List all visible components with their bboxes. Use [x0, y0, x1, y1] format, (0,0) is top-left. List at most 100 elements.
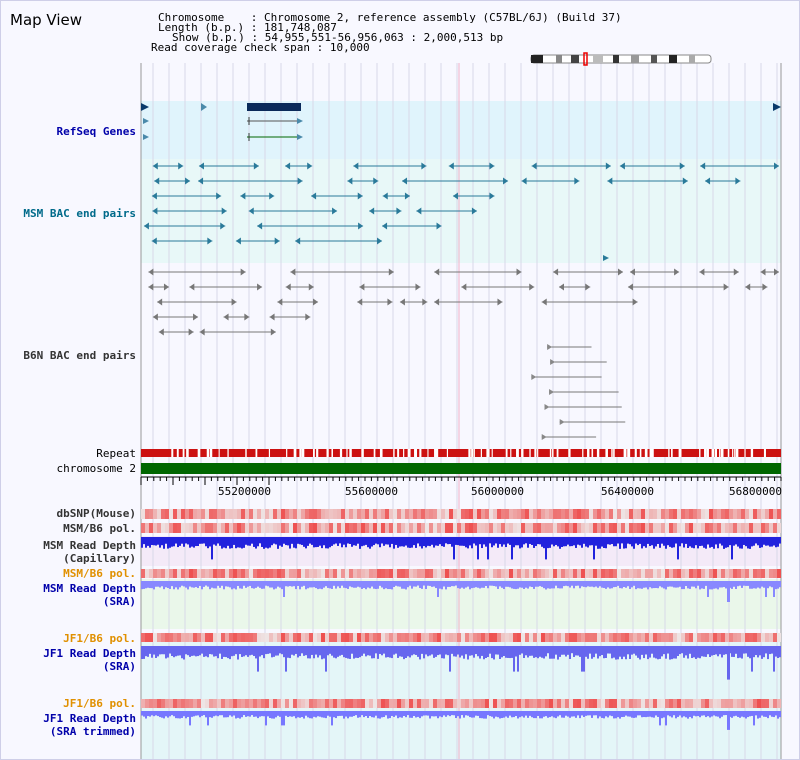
read-depth-bar [315, 711, 317, 718]
track-label-jf1-read-depth-sra[interactable]: JF1 Read Depth (SRA) [1, 647, 136, 673]
read-depth-bar [685, 581, 687, 587]
polymorphism-cell [581, 633, 585, 642]
repeat-gap [720, 449, 724, 457]
msm-bac-end [353, 162, 359, 170]
polymorphism-cell [485, 523, 489, 533]
polymorphism-cell [617, 569, 621, 578]
track-label-jf1-read-depth-trimmed[interactable]: JF1 Read Depth (SRA trimmed) [1, 712, 136, 738]
read-depth-bar [615, 711, 617, 719]
read-depth-bar [155, 711, 157, 716]
polymorphism-cell [209, 569, 213, 578]
read-depth-bar [359, 646, 361, 658]
read-depth-bar [307, 537, 309, 546]
read-depth-bar [213, 711, 215, 717]
polymorphism-cell [713, 569, 717, 578]
read-depth-bar [201, 711, 203, 716]
track-label-repeat[interactable]: Repeat [96, 447, 136, 460]
track-label-msm-read-depth-capillary[interactable]: MSM Read Depth (Capillary) [1, 539, 136, 565]
polymorphism-cell [333, 633, 337, 642]
read-depth-bar [773, 711, 775, 718]
polymorphism-cell [185, 699, 189, 708]
read-depth-bar [535, 537, 537, 547]
read-depth-bar [217, 711, 219, 717]
track-label-jf1-b6-pol-2[interactable]: JF1/B6 pol. [63, 697, 136, 710]
polymorphism-cell [641, 523, 645, 533]
polymorphism-cell [769, 699, 773, 708]
polymorphism-cell [461, 523, 465, 533]
b6n-bac-end [629, 268, 635, 276]
read-depth-bar [419, 537, 421, 547]
read-depth-bar [769, 581, 771, 587]
read-depth-bar [319, 581, 321, 589]
polymorphism-cell [493, 699, 497, 708]
polymorphism-cell [529, 509, 533, 519]
read-depth-bar [681, 711, 683, 718]
read-depth-bar [567, 646, 569, 655]
chromosome-info: Chromosome : Chromosome 2, reference ass… [158, 11, 622, 24]
read-depth-bar [345, 537, 347, 548]
read-depth-bar [649, 581, 651, 588]
read-depth-bar [331, 537, 333, 546]
polymorphism-cell [593, 569, 597, 578]
read-depth-bar [731, 711, 733, 718]
read-depth-bar [653, 646, 655, 658]
read-depth-bar [423, 537, 425, 547]
read-depth-bar [191, 711, 193, 717]
polymorphism-cell [257, 633, 261, 642]
read-depth-bar [509, 581, 511, 588]
read-depth-bar [509, 711, 511, 716]
polymorphism-cell [557, 633, 561, 642]
track-label-msm-b6-pol-2[interactable]: MSM/B6 pol. [63, 567, 136, 580]
track-label-msm-read-depth-sra[interactable]: MSM Read Depth (SRA) [1, 582, 136, 608]
read-depth-bar [207, 581, 209, 587]
read-depth-bar [587, 581, 589, 587]
polymorphism-cell [505, 633, 509, 642]
polymorphism-cell [361, 523, 365, 533]
repeat-gap [326, 449, 329, 457]
track-label-dbsnp[interactable]: dbSNP(Mouse) [56, 507, 136, 520]
read-depth-bar [487, 646, 489, 658]
track-label-msm-bac[interactable]: MSM BAC end pairs [23, 207, 136, 220]
read-depth-bar [537, 646, 539, 659]
polymorphism-cell [453, 699, 457, 708]
repeat-gap [591, 449, 594, 457]
track-label-jf1-b6-pol[interactable]: JF1/B6 pol. [63, 632, 136, 645]
polymorphism-cell [589, 633, 593, 642]
track-label-refseq[interactable]: RefSeq Genes [56, 125, 136, 138]
show-info: Show (b.p.) : 54,955,551-56,956,063 : 2,… [172, 31, 504, 44]
repeat-gap [699, 449, 701, 457]
polymorphism-cell [737, 523, 741, 533]
read-depth-bar [583, 537, 585, 544]
read-depth-bar [223, 581, 225, 590]
track-label-b6n-bac[interactable]: B6N BAC end pairs [23, 349, 136, 362]
polymorphism-cell [485, 509, 489, 519]
read-depth-bar [163, 711, 165, 719]
read-depth-bar [363, 537, 365, 546]
read-depth-bar [575, 711, 577, 718]
read-depth-bar [345, 646, 347, 658]
track-label-msm-b6-pol[interactable]: MSM/B6 pol. [63, 522, 136, 535]
read-depth-bar [577, 646, 579, 656]
polymorphism-cell [153, 699, 157, 708]
read-depth-bar [209, 646, 211, 655]
polymorphism-cell [393, 523, 397, 533]
read-depth-bar [603, 581, 605, 588]
read-depth-bar [315, 537, 317, 548]
repeat-gap [435, 449, 439, 457]
read-depth-bar [477, 646, 479, 657]
repeat-gap [468, 449, 471, 457]
read-depth-bar [387, 581, 389, 590]
polymorphism-cell [345, 699, 349, 708]
read-depth-bar [371, 537, 373, 547]
read-depth-bar [733, 711, 735, 717]
polymorphism-cell [505, 699, 509, 708]
track-label-chromosome[interactable]: chromosome 2 [56, 462, 136, 475]
msm-bac-end [369, 207, 375, 215]
polymorphism-cell [493, 569, 497, 578]
msm-bac-end [332, 207, 338, 215]
read-depth-bar [723, 581, 725, 588]
polymorphism-cell [293, 509, 297, 519]
read-depth-bar [669, 646, 671, 660]
polymorphism-cell [713, 699, 717, 708]
